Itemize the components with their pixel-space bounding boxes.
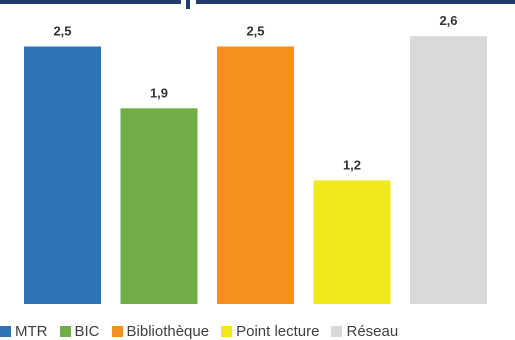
legend-label: Réseau [346, 322, 399, 340]
legend-swatch [59, 325, 71, 337]
legend-item: Bibliothèque [111, 322, 210, 340]
legend-swatch [221, 325, 233, 337]
legend-item: BIC [59, 322, 100, 340]
bar-value-label: 2,6 [439, 13, 457, 28]
bar-mtr [24, 46, 101, 304]
legend-item: Point lecture [221, 323, 319, 340]
legend-swatch [331, 325, 343, 337]
legend-label: MTR [15, 322, 48, 340]
bar-value-label: 2,5 [246, 24, 264, 39]
legend-label: Point lecture [236, 322, 320, 340]
bar-value-label: 1,9 [150, 85, 168, 100]
legend: MTR BIC Bibliothèque Point lecture Réseau [0, 322, 515, 340]
legend-swatch [0, 325, 11, 337]
bar-bibliothèque [217, 46, 294, 304]
bar-réseau [410, 36, 487, 304]
legend-item: MTR [0, 323, 48, 340]
bar-bic [120, 108, 198, 304]
header-band-left [0, 0, 181, 4]
bar-value-label: 1,2 [343, 157, 361, 172]
legend-label: Bibliothèque [126, 322, 210, 340]
legend-item: Réseau [331, 323, 398, 340]
bar-value-label: 2,5 [53, 24, 71, 39]
header-band-right [196, 0, 515, 4]
legend-label: BIC [74, 322, 100, 340]
bar-point-lecture [313, 180, 391, 304]
legend-swatch [111, 325, 123, 337]
header-band [0, 0, 515, 12]
plot-area: 2,5 1,9 2,5 1,2 2,6 [24, 13, 487, 304]
header-band-notch [186, 0, 190, 9]
